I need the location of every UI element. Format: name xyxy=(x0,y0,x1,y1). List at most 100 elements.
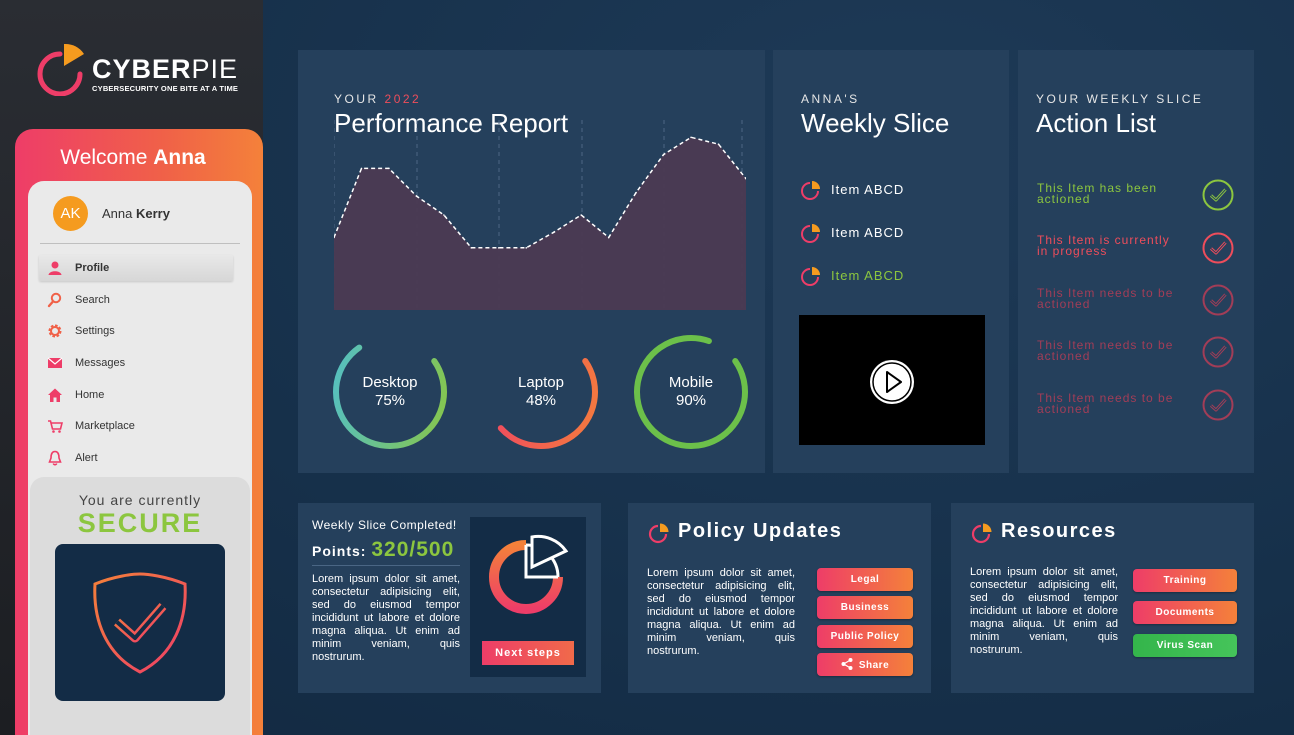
performance-panel: YOUR 2022 Performance Report Desktop 75% … xyxy=(298,50,765,473)
action-item-text: actioned xyxy=(1037,351,1197,362)
pie-icon xyxy=(648,522,670,544)
brand-logo[interactable]: CYBERPIE CYBERSECURITY ONE BITE AT A TIM… xyxy=(36,40,246,100)
user-header[interactable]: AK Anna Kerry xyxy=(40,196,240,244)
weekly-kicker: ANNA'S xyxy=(801,92,860,106)
chart-point xyxy=(471,247,473,249)
divider xyxy=(312,565,460,566)
training-button[interactable]: Training xyxy=(1133,569,1237,592)
chart-point xyxy=(553,231,555,233)
gauge-value: 90% xyxy=(631,392,751,410)
slice-item-label: Item ABCD xyxy=(831,268,904,283)
legal-button[interactable]: Legal xyxy=(817,568,913,591)
gauge-desktop: Desktop 75% xyxy=(330,332,450,452)
brand-name: CYBERPIE xyxy=(92,54,238,85)
chart-point xyxy=(525,247,527,249)
slice-item-label: Item ABCD xyxy=(831,182,904,197)
brand-tagline: CYBERSECURITY ONE BITE AT A TIME xyxy=(92,84,238,93)
welcome-card: Welcome Anna AK Anna Kerry Profile Searc… xyxy=(15,129,263,735)
pie-icon xyxy=(801,180,821,200)
gear-icon xyxy=(47,323,63,339)
sidebar-item-marketplace[interactable]: Marketplace xyxy=(39,413,233,439)
chart-point xyxy=(361,168,363,170)
action-item[interactable]: This Item needs to be actioned xyxy=(1037,393,1197,415)
security-status: You are currently SECURE xyxy=(30,477,250,735)
search-icon xyxy=(47,292,63,308)
action-list-panel: YOUR WEEKLY SLICE Action List This Item … xyxy=(1018,50,1254,473)
points-value: 320/500 xyxy=(371,538,454,561)
check-circle-icon[interactable] xyxy=(1202,232,1234,264)
next-steps-button[interactable]: Next steps xyxy=(482,641,574,665)
business-button[interactable]: Business xyxy=(817,596,913,619)
sidebar-item-label: Alert xyxy=(75,452,98,464)
avatar[interactable]: AK xyxy=(53,196,88,231)
security-status-value: SECURE xyxy=(30,508,250,539)
user-panel: AK Anna Kerry Profile Search Settings xyxy=(28,181,252,735)
sidebar-item-home[interactable]: Home xyxy=(39,382,233,408)
share-label: Share xyxy=(859,660,889,671)
slice-item[interactable]: Item ABCD xyxy=(801,222,904,244)
pie-icon xyxy=(801,223,821,243)
user-icon xyxy=(47,260,63,276)
slice-item[interactable]: Item ABCD xyxy=(801,179,904,201)
chart-point xyxy=(608,237,610,239)
resources-body: Lorem ipsum dolor sit amet, consectetur … xyxy=(970,566,1118,657)
sidebar-item-label: Settings xyxy=(75,325,115,337)
user-name: Anna Kerry xyxy=(102,206,170,221)
share-button[interactable]: Share xyxy=(817,653,913,676)
performance-area-chart xyxy=(334,120,746,315)
slice-item-label: Item ABCD xyxy=(831,225,904,240)
policy-panel: Policy Updates Lorem ipsum dolor sit ame… xyxy=(628,503,931,693)
video-player[interactable] xyxy=(799,315,985,445)
action-kicker: YOUR WEEKLY SLICE xyxy=(1036,92,1203,106)
welcome-title: Welcome Anna xyxy=(15,146,251,170)
points-panel: Weekly Slice Completed! Points: 320/500 … xyxy=(298,503,601,693)
section-title: Resources xyxy=(1001,520,1117,543)
gauge-label: Mobile xyxy=(631,374,751,392)
play-icon[interactable] xyxy=(869,359,915,405)
public-policy-button[interactable]: Public Policy xyxy=(817,625,913,648)
pie-logo-icon xyxy=(36,40,88,96)
action-item[interactable]: This Item has been actioned xyxy=(1037,183,1197,205)
slice-item[interactable]: Item ABCD xyxy=(801,265,904,287)
policy-body: Lorem ipsum dolor sit amet, consectetur … xyxy=(647,567,795,658)
check-circle-icon[interactable] xyxy=(1202,336,1234,368)
bell-icon xyxy=(47,450,63,466)
chart-point xyxy=(580,214,582,216)
virus-scan-button[interactable]: Virus Scan xyxy=(1133,634,1237,657)
action-item[interactable]: This Item needs to be actioned xyxy=(1037,288,1197,310)
sidebar-item-alert[interactable]: Alert xyxy=(39,445,233,471)
sidebar-item-label: Messages xyxy=(75,357,125,369)
chart-point xyxy=(498,247,500,249)
action-item[interactable]: This Item needs to be actioned xyxy=(1037,340,1197,362)
sidebar-nav: Profile Search Settings Messages Home xyxy=(39,255,233,477)
points-body: Lorem ipsum dolor sit amet, consectetur … xyxy=(312,573,460,664)
sidebar-item-profile[interactable]: Profile xyxy=(39,255,233,281)
gauge-laptop: Laptop 48% xyxy=(481,332,601,452)
chart-area xyxy=(334,137,746,310)
check-circle-icon[interactable] xyxy=(1202,179,1234,211)
section-title: Policy Updates xyxy=(678,520,842,543)
chart-point xyxy=(388,168,390,170)
pie-icon xyxy=(801,266,821,286)
home-icon xyxy=(47,387,63,403)
points-pie-card: Next steps xyxy=(470,517,586,677)
check-circle-icon[interactable] xyxy=(1202,284,1234,316)
sidebar: CYBERPIE CYBERSECURITY ONE BITE AT A TIM… xyxy=(0,0,263,735)
action-item-text: in progress xyxy=(1037,246,1197,257)
action-item-text: actioned xyxy=(1037,299,1197,310)
sidebar-item-label: Search xyxy=(75,294,110,306)
weekly-slice-panel: ANNA'S Weekly Slice Item ABCD Item ABCD … xyxy=(773,50,1009,473)
sidebar-item-settings[interactable]: Settings xyxy=(39,318,233,344)
shield-check-icon xyxy=(55,544,225,701)
pie-progress-icon xyxy=(470,517,586,627)
share-icon xyxy=(841,658,853,670)
action-item[interactable]: This Item is currently in progress xyxy=(1037,235,1197,257)
security-status-label: You are currently xyxy=(30,492,250,508)
documents-button[interactable]: Documents xyxy=(1133,601,1237,624)
action-item-text: actioned xyxy=(1037,194,1197,205)
points-heading: Weekly Slice Completed! xyxy=(312,518,457,532)
sidebar-item-search[interactable]: Search xyxy=(39,287,233,313)
gauge-value: 75% xyxy=(330,392,450,410)
check-circle-icon[interactable] xyxy=(1202,389,1234,421)
sidebar-item-messages[interactable]: Messages xyxy=(39,350,233,376)
